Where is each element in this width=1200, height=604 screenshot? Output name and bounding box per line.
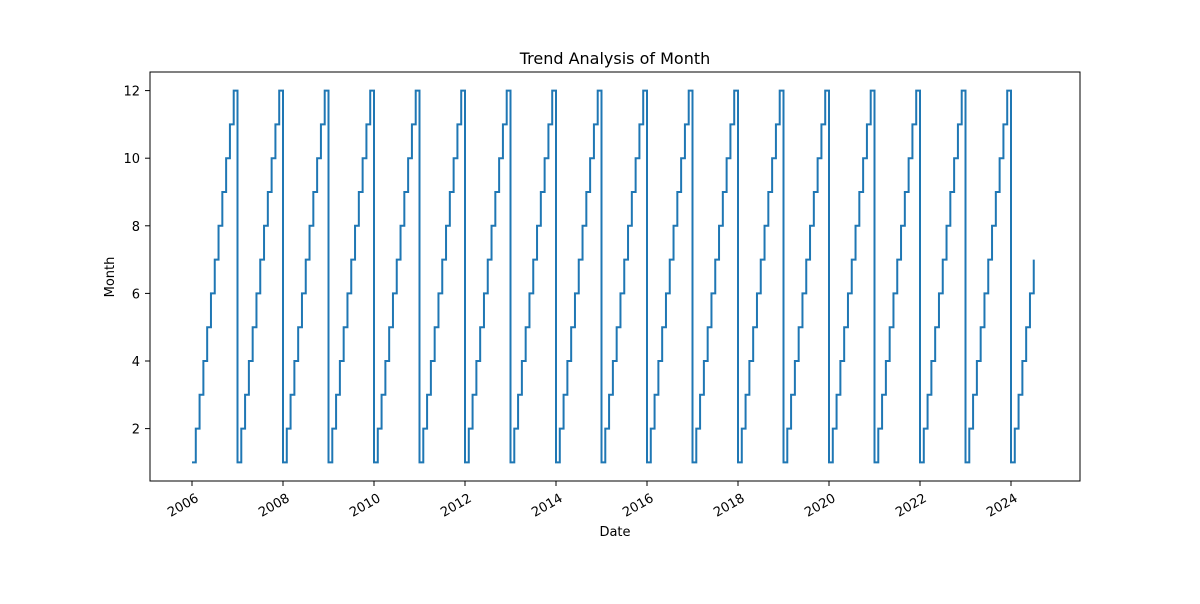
x-tick-label: 2008 [256, 491, 292, 521]
y-tick-label: 6 [132, 287, 140, 302]
x-axis-label: Date [599, 525, 630, 540]
x-tick-label: 2024 [984, 491, 1020, 521]
x-tick-label: 2016 [620, 491, 656, 521]
x-tick-label: 2018 [711, 491, 747, 521]
series-line-month [192, 89, 1035, 464]
chart-title: Trend Analysis of Month [519, 49, 711, 68]
y-tick-label: 4 [132, 355, 140, 370]
x-tick-label: 2006 [165, 491, 201, 521]
y-tick-label: 10 [123, 152, 140, 167]
x-tick-label: 2022 [893, 491, 929, 521]
x-tick-label: 2020 [802, 491, 838, 521]
y-axis-label: Month [103, 257, 118, 298]
x-axis-ticks: 2006 2008 2010 2012 2014 2016 2018 2020 2022 2024 [165, 481, 1020, 521]
x-tick-label: 2010 [347, 491, 383, 521]
y-tick-label: 8 [132, 220, 140, 235]
y-axis-ticks: 2 4 6 8 10 12 [123, 85, 150, 438]
y-tick-label: 12 [123, 85, 140, 100]
plot-area-frame [149, 71, 1081, 482]
y-tick-label: 2 [132, 423, 140, 438]
x-tick-label: 2014 [529, 491, 565, 521]
x-tick-label: 2012 [438, 491, 474, 521]
